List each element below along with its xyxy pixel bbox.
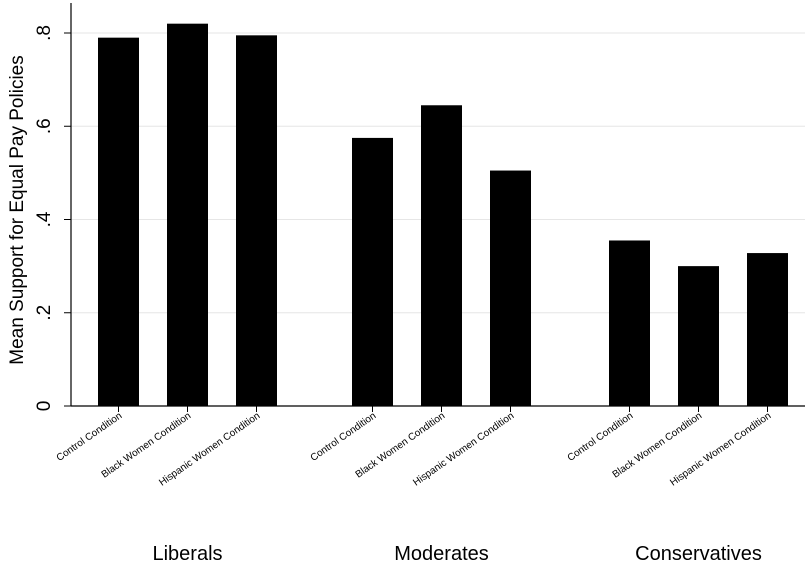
axes: 0 .2 .4 .6 .8	[34, 3, 805, 412]
bar	[236, 35, 277, 407]
y-axis-label: Mean Support for Equal Pay Policies	[7, 55, 28, 364]
group-label: Conservatives	[635, 543, 762, 565]
y-tick-label: 0	[34, 401, 55, 412]
bar	[609, 240, 650, 406]
bar	[678, 266, 719, 406]
group-label: Liberals	[152, 543, 222, 565]
x-category-label: Control Condition	[309, 410, 379, 463]
x-category-label: Control Condition	[566, 410, 636, 463]
bar	[167, 23, 208, 407]
bar	[421, 105, 462, 407]
y-tick-label: .6	[34, 118, 55, 134]
bar	[352, 137, 393, 406]
x-category-label: Control Condition	[55, 410, 125, 463]
bar	[747, 253, 788, 406]
y-tick-label: .8	[34, 25, 55, 41]
group-label: Moderates	[394, 543, 489, 565]
y-tick-label: .4	[34, 211, 55, 227]
bar	[490, 170, 531, 406]
y-tick-label: .2	[34, 305, 55, 321]
bar	[98, 37, 139, 406]
bars	[98, 23, 788, 407]
